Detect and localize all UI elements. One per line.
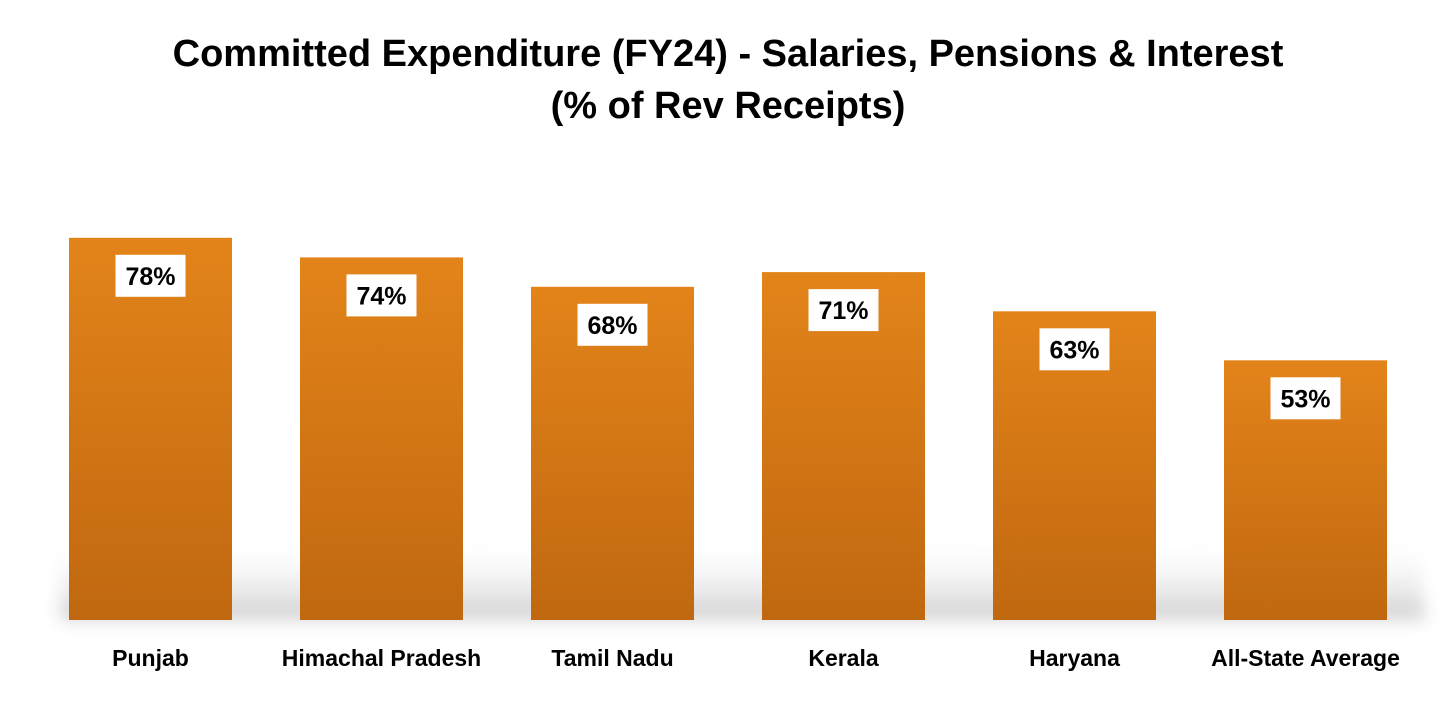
value-label-box-tamil-nadu: [577, 303, 648, 346]
value-label-himachal-pradesh: 74%: [356, 282, 406, 310]
value-label-box-all-state-average: [1270, 377, 1341, 420]
value-label-tamil-nadu: 68%: [587, 312, 637, 340]
floor-shadow: [60, 538, 1425, 620]
chart-title-line-1: Committed Expenditure (FY24) - Salaries,…: [173, 33, 1284, 75]
category-label-haryana: Haryana: [1029, 645, 1120, 671]
category-label-kerala: Kerala: [808, 645, 879, 671]
value-label-kerala: 71%: [818, 297, 868, 325]
category-label-himachal-pradesh: Himachal Pradesh: [282, 645, 481, 671]
chart-title-line-2: (% of Rev Receipts): [551, 85, 906, 127]
bar-punjab: [69, 237, 232, 621]
category-label-punjab: Punjab: [112, 645, 189, 671]
category-label-all-state-average: All-State Average: [1211, 645, 1400, 671]
value-label-box-kerala: [808, 289, 879, 332]
value-label-haryana: 63%: [1049, 336, 1099, 364]
bar-himachal-pradesh: [300, 257, 463, 620]
value-label-punjab: 78%: [125, 263, 175, 291]
value-label-all-state-average: 53%: [1280, 385, 1330, 413]
bars-group: 78% 74% 68% 71% 63% 53%: [69, 237, 1387, 621]
value-label-box-haryana: [1039, 328, 1110, 371]
value-label-box-himachal-pradesh: [346, 274, 417, 317]
value-label-box-punjab: [115, 254, 186, 297]
category-label-tamil-nadu: Tamil Nadu: [551, 645, 673, 671]
